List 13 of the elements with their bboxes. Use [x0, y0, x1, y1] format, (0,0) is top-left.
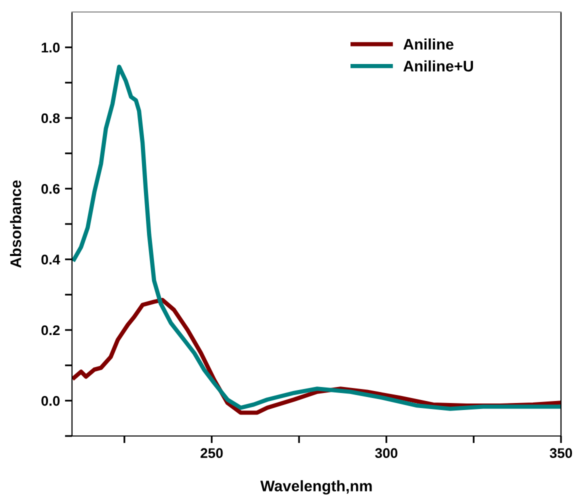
legend-label: Aniline: [403, 38, 454, 50]
x-axis-title: Wavelength,nm: [260, 480, 372, 495]
y-axis-title: Absorbance: [10, 180, 22, 268]
x-tick-label: 350: [550, 448, 572, 458]
text: 0.0: [41, 396, 60, 406]
y-tick-label: 0.6: [41, 184, 60, 194]
text: 1.0: [42, 42, 60, 53]
y-tick-label: 0.8: [41, 113, 60, 124]
y-tick-label: 0.4: [41, 254, 60, 265]
legend-label: Aniline+U: [403, 60, 473, 72]
x-tick-label: 250: [200, 448, 223, 458]
y-tick-label: 0.2: [41, 325, 60, 336]
x-tick-label: 300: [375, 448, 398, 458]
